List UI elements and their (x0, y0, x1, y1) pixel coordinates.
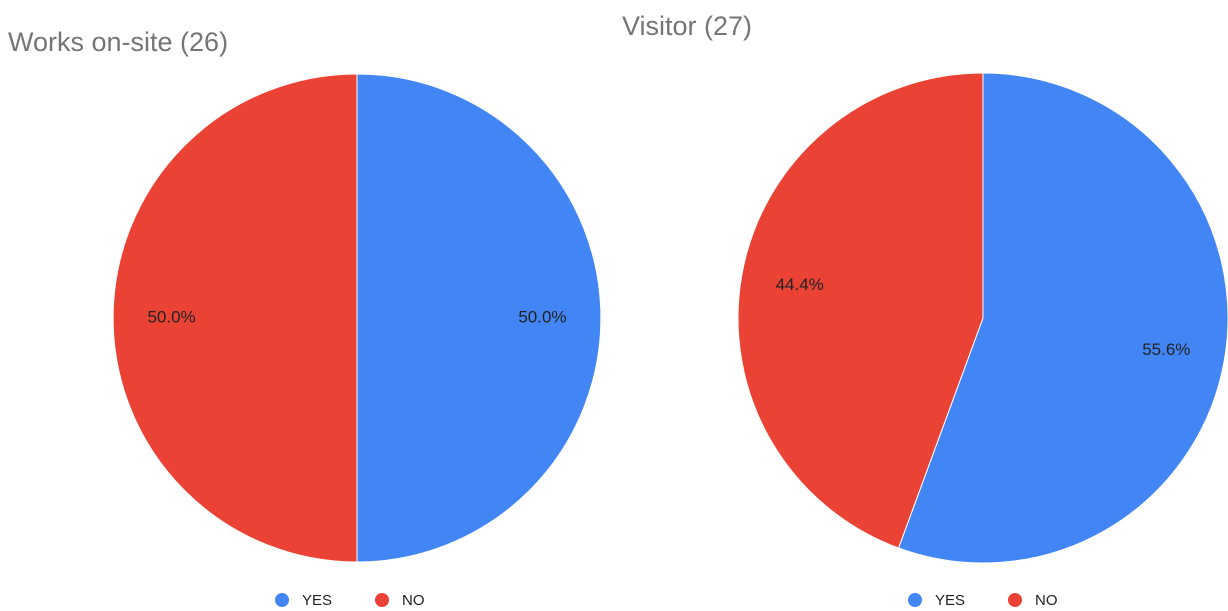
legend-swatch (1008, 593, 1022, 607)
pie-slice (737, 72, 984, 549)
pie-slice (897, 72, 1228, 564)
chart-title: Visitor (27) (622, 11, 752, 41)
slice-label: 55.6% (1142, 340, 1190, 359)
legend-swatch (908, 593, 922, 607)
legend-label: NO (1035, 592, 1058, 609)
legend-swatch (375, 593, 389, 607)
legend-swatch (275, 593, 289, 607)
pie-slice (356, 73, 602, 563)
legend-label: NO (402, 592, 425, 609)
legend-label: YES (302, 592, 332, 609)
slice-label: 44.4% (776, 275, 824, 294)
pie-slice (112, 73, 358, 563)
slice-label: 50.0% (518, 307, 566, 326)
chart-title: Works on-site (26) (8, 27, 228, 57)
slice-label: 50.0% (147, 307, 195, 326)
legend-label: YES (935, 592, 965, 609)
